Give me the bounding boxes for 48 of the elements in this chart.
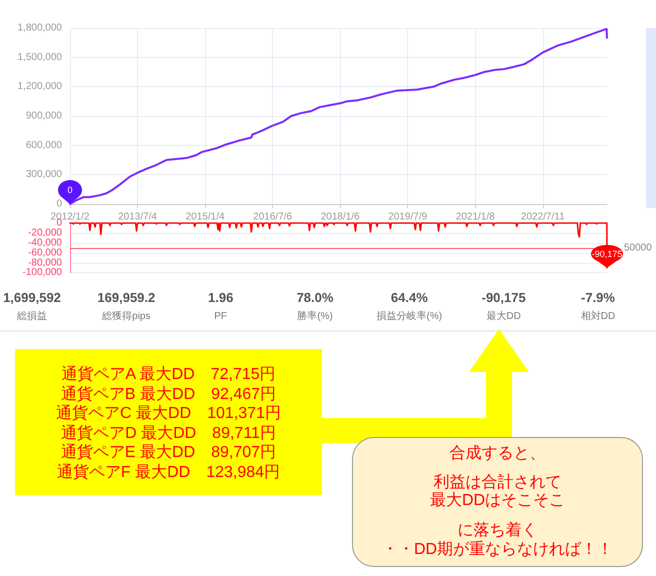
x-tick-label: 2019/7/9 xyxy=(388,212,428,222)
text: 最大DDはそこそこ xyxy=(428,492,566,511)
y-tick-label: 1,500,000 xyxy=(18,52,62,63)
y-tick-label: -40,000 xyxy=(28,237,62,248)
x-tick-label: 2016/7/6 xyxy=(253,212,293,222)
y-tick-label: -100,000 xyxy=(22,267,62,278)
annotation: 0 xyxy=(67,185,73,195)
annotation: -90,175 xyxy=(592,248,622,259)
text: 通貨ペアF 最大DD 123,984円 xyxy=(56,462,282,483)
y-tick-label: 1,800,000 xyxy=(18,22,62,34)
x-tick-label: 2018/1/6 xyxy=(320,212,360,222)
text: 損益分岐率(%) xyxy=(376,311,442,323)
text: 通貨ペアC 最大DD 101,371円 xyxy=(55,404,282,424)
y-tick-label: 600,000 xyxy=(26,140,62,151)
text: 通貨ペアA 最大DD 72,715円 xyxy=(60,365,277,385)
text: ・・DD期が重ならなければ！！ xyxy=(380,541,614,560)
text: -90,175 xyxy=(482,290,526,306)
text: 78.0% xyxy=(296,290,334,306)
text: 相対DD xyxy=(580,311,616,323)
text: 合成すると、 xyxy=(448,445,546,464)
text: 1.96 xyxy=(208,290,234,306)
text: -7.9% xyxy=(581,290,615,306)
annotation: 50000 xyxy=(624,242,652,254)
x-tick-label: 2021/1/8 xyxy=(456,212,496,222)
text: 通貨ペアB 最大DD 92,467円 xyxy=(60,384,278,404)
x-tick-label: 2013/7/4 xyxy=(118,212,158,222)
text: 利益は合計されて xyxy=(432,474,562,492)
x-tick-label: 2015/1/4 xyxy=(186,212,225,222)
text: 169,959.2 xyxy=(97,290,156,306)
text: 勝率(%) xyxy=(297,311,333,323)
y-tick-label: 1,200,000 xyxy=(18,81,62,92)
text: 最大DD xyxy=(486,311,521,323)
y-tick-label: -60,000 xyxy=(28,247,62,258)
y-tick-label: -20,000 xyxy=(28,227,62,238)
y-tick-label: 900,000 xyxy=(26,110,62,122)
text: 総獲得pips xyxy=(102,311,151,323)
text: PF xyxy=(214,311,228,323)
text: 通貨ペアE 最大DD 89,707円 xyxy=(60,443,278,463)
text: 総損益 xyxy=(17,311,47,323)
text: 1,699,592 xyxy=(3,290,61,306)
x-tick-label: 2022/7/11 xyxy=(520,212,566,222)
y-tick-label: 300,000 xyxy=(26,169,62,180)
y-tick-label: -80,000 xyxy=(28,257,62,268)
y-tick-label: 0 xyxy=(56,218,62,228)
text: に落ち着く xyxy=(456,522,538,540)
text: 64.4% xyxy=(390,290,428,306)
text: 通貨ペアD 最大DD 89,711円 xyxy=(60,424,277,444)
y-tick-label: 0 xyxy=(56,198,62,210)
